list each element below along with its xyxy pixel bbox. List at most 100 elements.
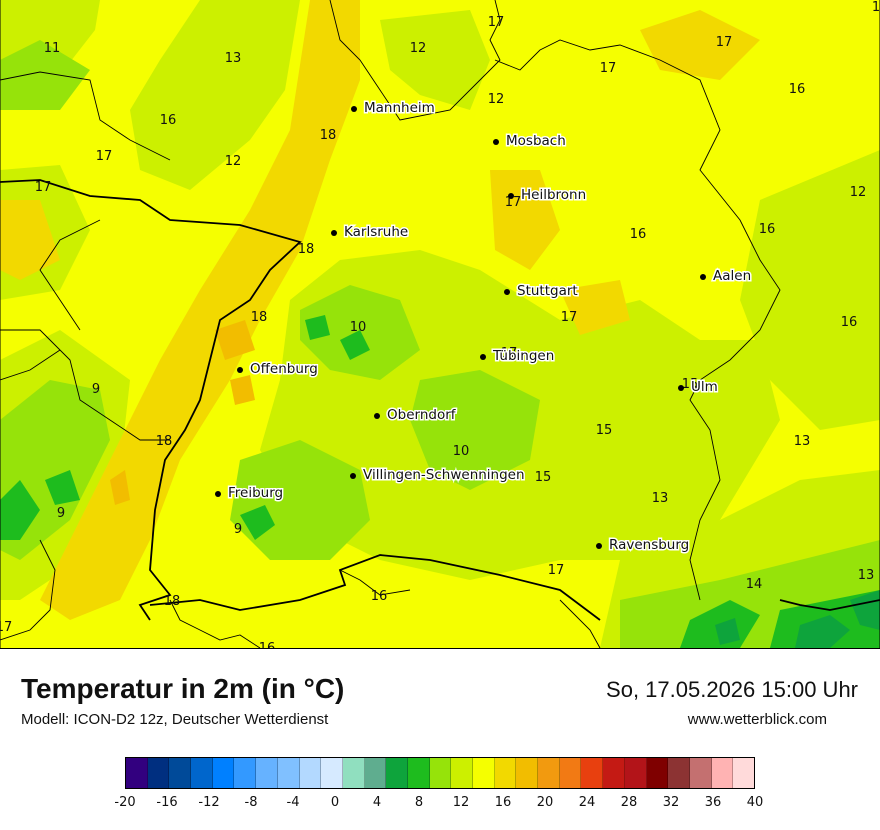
legend-swatch bbox=[603, 758, 625, 788]
temperature-value: 18 bbox=[298, 242, 315, 257]
city-label: Heilbronn bbox=[521, 187, 586, 203]
legend-swatch bbox=[386, 758, 408, 788]
temperature-value: 18 bbox=[320, 128, 337, 143]
city-marker: Freiburg bbox=[215, 484, 285, 503]
temperature-value: 10 bbox=[453, 444, 470, 459]
city-marker: Ravensburg bbox=[596, 536, 691, 555]
city-dot bbox=[493, 139, 499, 145]
city-marker: Oberndorf bbox=[374, 406, 458, 425]
legend-swatch bbox=[494, 758, 517, 788]
city-marker: Villingen-Schwenningen bbox=[350, 466, 526, 485]
legend-tick: 36 bbox=[704, 795, 722, 810]
legend-swatch bbox=[516, 758, 539, 788]
city-marker: Tübingen bbox=[480, 347, 556, 366]
legend-tick: -12 bbox=[198, 795, 220, 810]
legend-swatch bbox=[646, 758, 669, 788]
temperature-value: 18 bbox=[251, 310, 268, 325]
temperature-value: 13 bbox=[794, 434, 811, 449]
legend-swatch bbox=[711, 758, 734, 788]
city-marker: Aalen bbox=[700, 267, 753, 286]
temperature-value: 12 bbox=[850, 185, 867, 200]
legend-swatch bbox=[538, 758, 560, 788]
temperature-value: 9 bbox=[92, 382, 100, 397]
city-dot bbox=[237, 367, 243, 373]
temperature-value: 12 bbox=[410, 41, 427, 56]
temperature-value: 17 bbox=[96, 149, 113, 164]
legend-tick: 12 bbox=[452, 795, 470, 810]
temperature-value: 15 bbox=[682, 377, 699, 392]
temperature-value: 18 bbox=[156, 434, 173, 449]
field-20-22 bbox=[110, 320, 255, 505]
temperature-value: 17 bbox=[505, 195, 522, 210]
temperature-value: 17 bbox=[716, 35, 733, 50]
legend-tick: -20 bbox=[114, 795, 136, 810]
city-label: Freiburg bbox=[228, 485, 283, 501]
legend-swatch bbox=[624, 758, 647, 788]
city-dot bbox=[678, 385, 684, 391]
city-dot bbox=[508, 193, 514, 199]
legend-tick: 24 bbox=[578, 795, 596, 810]
temperature-value: 13 bbox=[225, 51, 242, 66]
temperature-value: 15 bbox=[535, 470, 552, 485]
legend-tick: -16 bbox=[156, 795, 178, 810]
city-label: Stuttgart bbox=[517, 283, 578, 299]
model-info: Modell: ICON-D2 12z, Deutscher Wetterdie… bbox=[21, 711, 329, 728]
temperature-value: 17 bbox=[0, 620, 12, 635]
city-label: Villingen-Schwenningen bbox=[363, 467, 525, 483]
legend-swatch bbox=[581, 758, 604, 788]
city-dot bbox=[374, 413, 380, 419]
temperature-value: 15 bbox=[596, 423, 613, 438]
city-label: Offenburg bbox=[250, 361, 318, 377]
city-label: Aalen bbox=[713, 268, 751, 284]
city-markers: Mannheim Mosbach Heilbronn Karlsruhe Stuttga… bbox=[215, 99, 753, 555]
legend-tick: 8 bbox=[414, 795, 424, 810]
temperature-value: 16 bbox=[759, 222, 776, 237]
legend-tick: 40 bbox=[746, 795, 764, 810]
temperature-value: 17 bbox=[561, 310, 578, 325]
city-label: Mannheim bbox=[364, 100, 435, 116]
legend-swatch bbox=[234, 758, 257, 788]
temperature-value: 12 bbox=[488, 92, 505, 107]
legend-tick: 16 bbox=[494, 795, 512, 810]
legend-swatch bbox=[689, 758, 712, 788]
legend-swatch bbox=[559, 758, 582, 788]
temperature-value: 16 bbox=[371, 589, 388, 604]
legend-tick: -4 bbox=[286, 795, 300, 810]
legend-tick: 28 bbox=[620, 795, 638, 810]
city-dot bbox=[480, 354, 486, 360]
forecast-datetime: So, 17.05.2026 15:00 Uhr bbox=[606, 677, 858, 702]
legend-tick: 20 bbox=[536, 795, 554, 810]
legend-swatch bbox=[321, 758, 343, 788]
legend-swatch bbox=[147, 758, 170, 788]
legend-swatch bbox=[473, 758, 495, 788]
legend-tick: 32 bbox=[662, 795, 680, 810]
temperature-value: 10 bbox=[350, 320, 367, 335]
temperature-value: 16 bbox=[160, 113, 177, 128]
legend-swatch bbox=[429, 758, 452, 788]
temperature-value: 9 bbox=[234, 522, 242, 537]
legend-tick: 4 bbox=[372, 795, 382, 810]
legend-swatch bbox=[256, 758, 278, 788]
legend-swatch bbox=[733, 758, 754, 788]
field-6-8 bbox=[715, 590, 880, 648]
city-dot bbox=[700, 274, 706, 280]
legend-swatch bbox=[342, 758, 365, 788]
map-title: Temperatur in 2m (in °C) bbox=[21, 673, 345, 704]
color-legend bbox=[125, 757, 755, 789]
city-label: Ulm bbox=[691, 379, 718, 395]
legend-swatch bbox=[191, 758, 213, 788]
city-marker: Ulm bbox=[678, 378, 719, 397]
temperature-value: 16 bbox=[789, 82, 806, 97]
website-link[interactable]: www.wetterblick.com bbox=[687, 711, 827, 728]
city-marker: Offenburg bbox=[237, 360, 319, 379]
field-18-20 bbox=[0, 0, 760, 620]
city-label: Tübingen bbox=[492, 348, 554, 364]
city-marker: Mosbach bbox=[493, 132, 567, 151]
temperature-value: 9 bbox=[57, 506, 65, 521]
city-dot bbox=[596, 543, 602, 549]
temperature-value: 13 bbox=[858, 568, 875, 583]
city-label: Ravensburg bbox=[609, 537, 689, 553]
city-dot bbox=[215, 491, 221, 497]
legend-tick: 0 bbox=[330, 795, 340, 810]
state-borders bbox=[0, 0, 781, 648]
